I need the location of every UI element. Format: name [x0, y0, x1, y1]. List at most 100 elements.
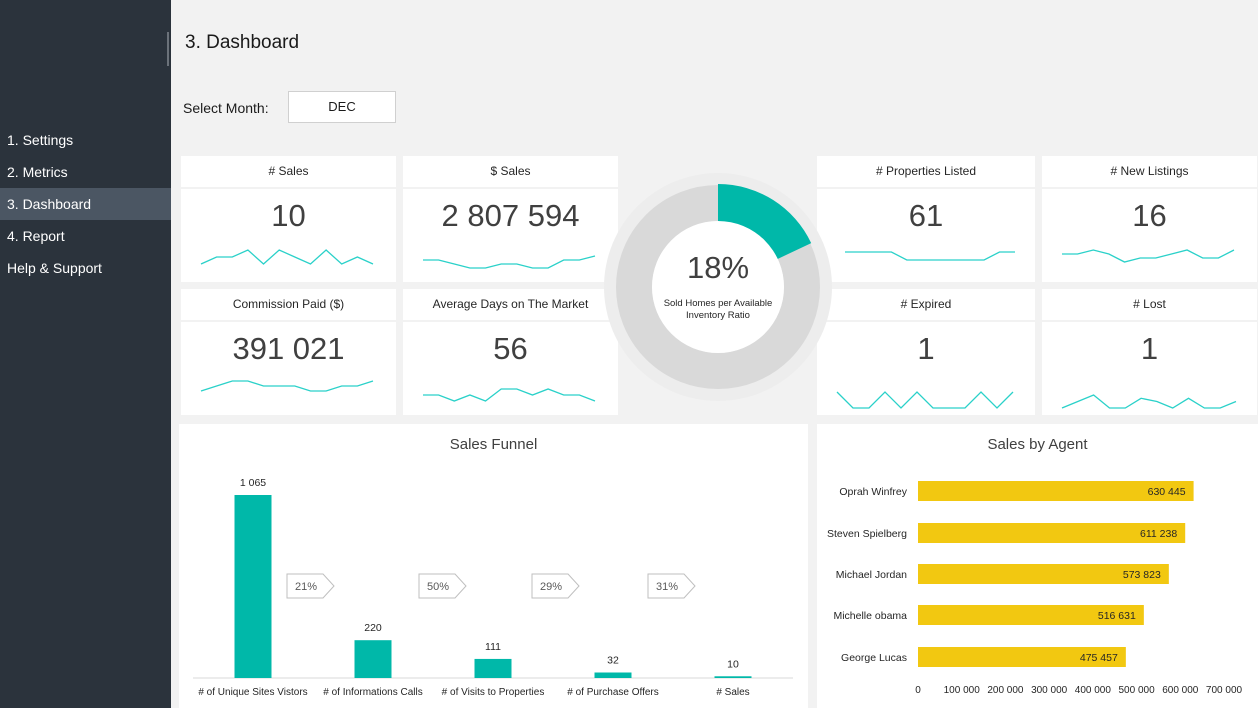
kpi-sparkline [423, 255, 596, 269]
page-title: 3. Dashboard [185, 32, 300, 53]
bar-value-label: 475 457 [1080, 652, 1118, 664]
agent-bar [918, 564, 1169, 584]
bar-value-label: 32 [607, 655, 619, 667]
sparkline-path [1062, 249, 1235, 263]
sales-by-agent-chart: 630 445 Oprah Winfrey 611 238 Steven Spielb… [827, 481, 1243, 696]
funnel-bar [474, 658, 512, 678]
conversion-arrow [418, 573, 467, 599]
x-tick-label: 500 000 [1118, 685, 1155, 696]
sidebar: 1. Settings 2. Metrics 3. Dashboard 4. R… [0, 0, 171, 708]
sales-funnel-panel: Sales Funnel 1 065 # of Unique Sites Vist… [179, 424, 808, 708]
ratio-caption-line2: Inventory Ratio [686, 310, 750, 321]
sales-funnel-chart: 1 065 # of Unique Sites Vistors 220 # of In… [193, 477, 793, 698]
sparkline-path [836, 391, 1014, 409]
sparkline-path [845, 251, 1015, 261]
bar-value-label: 516 631 [1098, 610, 1136, 622]
agent-name-label: Oprah Winfrey [839, 486, 907, 498]
kpi-title: Average Days on The Market [403, 289, 618, 322]
sparkline-path [1061, 394, 1237, 409]
funnel-bar [354, 640, 392, 678]
agent-name-label: George Lucas [841, 652, 907, 664]
category-label: # Sales [716, 687, 749, 698]
sidebar-divider [167, 32, 169, 66]
conversion-arrow [647, 573, 696, 599]
agent-name-label: Michelle obama [833, 610, 907, 622]
kpi-value: 1 [1140, 331, 1159, 366]
kpi-value: 10 [271, 198, 306, 233]
bar-value-label: 611 238 [1140, 528, 1177, 540]
kpi-sparkline [423, 388, 596, 402]
bar-value-label: 630 445 [1148, 486, 1186, 498]
kpi-sparkline [845, 251, 1015, 261]
kpi-title: # Lost [1042, 289, 1257, 322]
kpi-card-commission: Commission Paid ($) 391 021 [181, 289, 396, 415]
kpi-card-sales-amount: $ Sales 2 807 594 [403, 156, 618, 282]
funnel-bar [234, 495, 272, 678]
sales-by-agent-panel: Sales by Agent 630 445 Oprah Winfrey 611 2… [817, 424, 1258, 708]
kpi-value: 1 [917, 331, 935, 366]
nav-item-report[interactable]: 4. Report [7, 228, 65, 244]
sparkline-path [423, 255, 596, 269]
x-tick-label: 600 000 [1162, 685, 1199, 696]
ratio-value: 18% [686, 250, 750, 285]
conversion-rate-label: 29% [540, 581, 562, 593]
agent-bar [918, 481, 1194, 501]
kpi-card-properties-listed: # Properties Listed 61 [817, 156, 1035, 282]
bar-value-label: 10 [727, 658, 739, 670]
kpi-value: 56 [493, 331, 528, 366]
kpi-title: Commission Paid ($) [181, 289, 396, 322]
kpi-title: $ Sales [403, 156, 618, 189]
kpi-title: # Properties Listed [817, 156, 1035, 189]
kpi-card-expired: # Expired 1 [817, 289, 1035, 415]
inventory-ratio-donut [604, 173, 832, 401]
nav-item-dashboard[interactable]: 3. Dashboard [0, 188, 171, 220]
kpi-title: # Expired [817, 289, 1035, 322]
nav-item-settings[interactable]: 1. Settings [7, 132, 74, 148]
category-label: # of Visits to Properties [442, 687, 545, 698]
month-select[interactable]: DEC [288, 91, 396, 123]
kpi-sparkline [1062, 249, 1235, 263]
conversion-rate-label: 31% [656, 581, 678, 593]
category-label: # of Informations Calls [323, 687, 423, 698]
donut-hole [652, 221, 784, 353]
kpi-title: # Sales [181, 156, 396, 189]
kpi-card-lost: # Lost 1 [1042, 289, 1257, 415]
x-tick-label: 0 [915, 685, 921, 696]
agent-name-label: Michael Jordan [836, 569, 907, 581]
bar-value-label: 1 065 [240, 477, 266, 489]
kpi-sparkline [1061, 394, 1237, 409]
kpi-sparkline [200, 380, 374, 392]
category-label: # of Unique Sites Vistors [198, 687, 307, 698]
donut-value-arc [718, 184, 812, 260]
agent-bar [918, 605, 1144, 625]
agent-bar [918, 523, 1186, 543]
nav-item-help-support[interactable]: Help & Support [7, 260, 102, 276]
conversion-rate-label: 50% [427, 581, 449, 593]
kpi-value: 2 807 594 [441, 198, 580, 233]
bar-value-label: 573 823 [1123, 569, 1161, 581]
chart-title: Sales Funnel [449, 436, 538, 453]
category-label: # of Purchase Offers [567, 687, 659, 698]
kpi-card-avg-days: Average Days on The Market 56 [403, 289, 618, 415]
ratio-caption: Sold Homes per Available Inventory Ratio [653, 298, 783, 322]
sparkline-path [200, 249, 374, 265]
agent-bar [918, 647, 1126, 667]
ratio-caption-line1: Sold Homes per Available [663, 298, 773, 309]
bar-value-label: 220 [364, 622, 382, 634]
kpi-title: # New Listings [1042, 156, 1257, 189]
conversion-rate-label: 21% [295, 581, 317, 593]
month-filter-label: Select Month: [183, 100, 269, 116]
conversion-arrow [531, 573, 580, 599]
kpi-value: 16 [1132, 198, 1167, 233]
kpi-value: 391 021 [232, 331, 345, 366]
x-tick-label: 700 000 [1206, 685, 1243, 696]
sparkline-path [423, 388, 596, 402]
nav-item-metrics[interactable]: 2. Metrics [7, 164, 68, 180]
sparkline-path [200, 380, 374, 392]
x-tick-label: 400 000 [1075, 685, 1112, 696]
x-tick-label: 200 000 [987, 685, 1024, 696]
x-tick-label: 100 000 [944, 685, 981, 696]
kpi-sparkline [836, 391, 1014, 409]
kpi-card-new-listings: # New Listings 16 [1042, 156, 1257, 282]
funnel-bar [594, 672, 632, 678]
